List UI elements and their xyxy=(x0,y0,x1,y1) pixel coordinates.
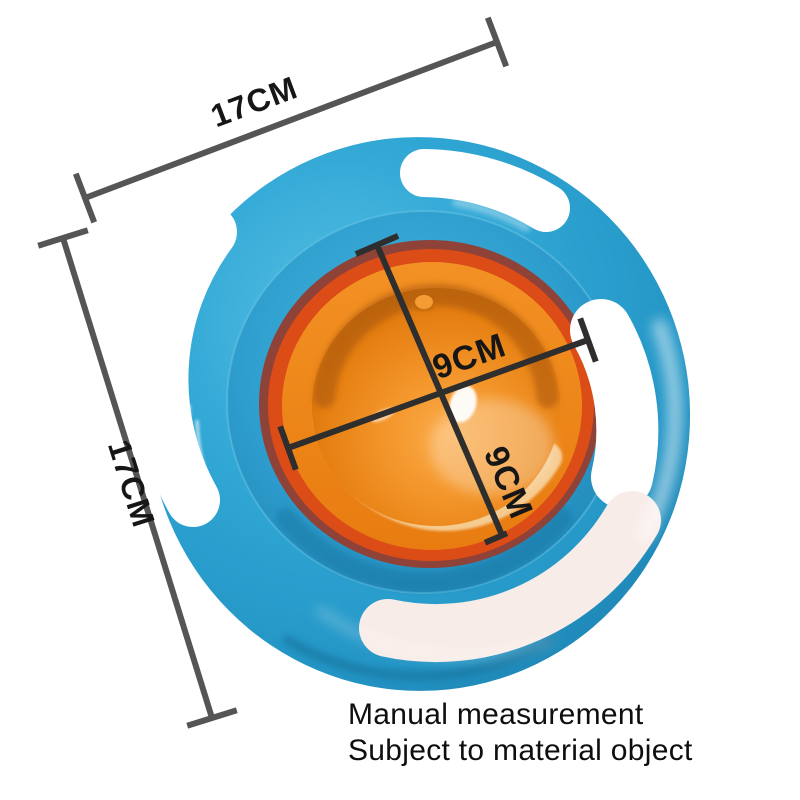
inner-width-cap-right xyxy=(577,317,599,363)
height-line-cap-bottom xyxy=(186,707,238,729)
width-line-cap-right xyxy=(484,16,510,68)
height-line-cap-top xyxy=(37,227,89,249)
inner-depth-dimension-line xyxy=(354,233,509,546)
handle-hole-left xyxy=(134,205,237,527)
bowl-gloss-spot xyxy=(449,385,477,423)
handle-hole-right xyxy=(570,299,659,508)
brim-highlights xyxy=(186,198,683,662)
measurement-disclaimer: Manual measurement Subject to material o… xyxy=(348,697,693,769)
inner-width-dimension-line xyxy=(277,317,599,471)
height-dimension-line xyxy=(37,227,238,729)
width-line-cap-left xyxy=(72,172,98,224)
gloss-right xyxy=(637,318,683,542)
bowl-gloss-soft xyxy=(430,399,554,495)
depth-line-cap-bottom xyxy=(483,530,509,546)
gloss-top-right xyxy=(452,198,531,232)
gloss-left-streak-2 xyxy=(186,404,203,488)
handle-holes xyxy=(134,149,661,663)
handle-hole-bottom xyxy=(359,491,661,663)
width-dimension-line xyxy=(72,16,510,224)
disclaimer-line-1: Manual measurement xyxy=(348,698,644,731)
bowl-top-shadow xyxy=(313,283,559,409)
gloss-bottom xyxy=(315,606,555,662)
bowl-nub xyxy=(415,295,433,309)
saucer-rim-shadow xyxy=(282,635,556,682)
width-dimension-label: 17CM xyxy=(206,69,302,134)
inner-width-cap-left xyxy=(277,425,299,471)
handle-hole-top xyxy=(400,149,570,232)
dimension-lines xyxy=(37,16,599,729)
disclaimer-line-2: Subject to material object xyxy=(348,734,693,767)
dish-bottom-shadow xyxy=(276,507,572,592)
depth-line-cap-top xyxy=(354,233,400,257)
gimbal-and-bowl xyxy=(259,240,601,568)
gloss-left-streak-1 xyxy=(195,419,216,500)
